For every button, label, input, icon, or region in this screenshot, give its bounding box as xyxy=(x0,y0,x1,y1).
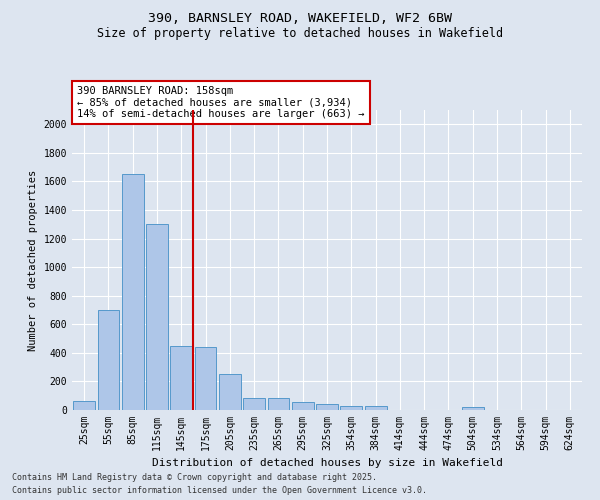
Bar xyxy=(73,400,95,410)
Bar xyxy=(194,347,217,410)
Text: Contains public sector information licensed under the Open Government Licence v3: Contains public sector information licen… xyxy=(12,486,427,495)
Bar xyxy=(462,407,484,410)
Bar xyxy=(219,374,241,410)
Bar xyxy=(122,174,143,410)
Bar xyxy=(146,224,168,410)
Bar xyxy=(340,406,362,410)
Bar xyxy=(316,404,338,410)
Text: 390 BARNSLEY ROAD: 158sqm
← 85% of detached houses are smaller (3,934)
14% of se: 390 BARNSLEY ROAD: 158sqm ← 85% of detac… xyxy=(77,86,365,119)
Text: Contains HM Land Registry data © Crown copyright and database right 2025.: Contains HM Land Registry data © Crown c… xyxy=(12,474,377,482)
Bar xyxy=(97,310,119,410)
Text: Size of property relative to detached houses in Wakefield: Size of property relative to detached ho… xyxy=(97,28,503,40)
Bar xyxy=(292,402,314,410)
Text: 390, BARNSLEY ROAD, WAKEFIELD, WF2 6BW: 390, BARNSLEY ROAD, WAKEFIELD, WF2 6BW xyxy=(148,12,452,26)
Bar xyxy=(268,398,289,410)
Bar xyxy=(170,346,192,410)
Bar xyxy=(365,406,386,410)
Y-axis label: Number of detached properties: Number of detached properties xyxy=(28,170,38,350)
X-axis label: Distribution of detached houses by size in Wakefield: Distribution of detached houses by size … xyxy=(151,458,503,468)
Bar xyxy=(243,398,265,410)
